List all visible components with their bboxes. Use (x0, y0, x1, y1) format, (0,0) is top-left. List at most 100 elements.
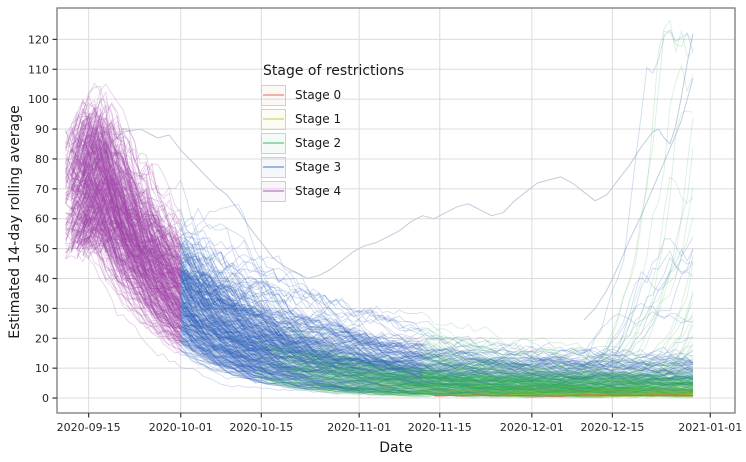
trajectory-segment (324, 290, 694, 395)
y-tick-label: 20 (35, 332, 49, 345)
trajectory-segment (261, 365, 694, 384)
trajectory-segment (180, 327, 435, 385)
trajectory-segment (307, 361, 694, 388)
trajectory-segment (180, 258, 337, 363)
trajectory-segment (180, 334, 481, 397)
trajectory-segment (180, 271, 694, 363)
trajectory-segment (266, 354, 406, 387)
trajectory-segment (433, 19, 694, 386)
stage0-key-line (263, 93, 284, 96)
trajectory-segment (399, 374, 694, 395)
trajectory-segment (284, 368, 521, 395)
trajectory-segment (180, 259, 423, 369)
trajectory-segment (255, 342, 694, 382)
trajectory-segment (376, 390, 694, 398)
trajectory-segment (422, 374, 693, 388)
trajectory-segment (65, 220, 182, 327)
trajectory-segment (376, 370, 694, 387)
trajectory-segment (180, 349, 314, 391)
trajectory-segment (82, 199, 181, 280)
trajectory-segment (422, 383, 671, 395)
trajectory-segment (71, 235, 181, 350)
trajectory-segment (422, 371, 694, 386)
trajectory-segment (82, 211, 181, 272)
trajectory-segment (289, 355, 694, 396)
trajectory-segment (180, 244, 694, 374)
legend-title: Stage of restrictions (263, 63, 405, 79)
trajectory-segment (180, 285, 694, 372)
trajectory-segment (255, 375, 694, 395)
trajectory-segment (180, 326, 463, 381)
trajectory-segment (180, 320, 291, 370)
trajectory-segment (422, 342, 694, 382)
trajectory-segment (76, 196, 181, 287)
trajectory-segment (180, 305, 342, 388)
trajectory-segment (76, 200, 181, 297)
trajectory-segment (82, 143, 181, 239)
trajectory-segment (180, 310, 256, 345)
trajectory-segment (71, 166, 182, 304)
trajectory-segment (180, 314, 452, 390)
trajectory-segment (65, 179, 181, 328)
trajectory-segment (76, 190, 181, 248)
trajectory-segment (180, 367, 429, 398)
trajectory-segment (76, 143, 182, 339)
trajectory-segment (180, 312, 366, 385)
trajectory-segment (284, 355, 694, 392)
trajectory-segment (347, 385, 504, 396)
trajectory-segment (76, 192, 181, 333)
trajectory-segment (82, 197, 181, 294)
trajectory-segment (180, 281, 268, 348)
trajectory-segment (284, 341, 694, 393)
trajectory-segment (180, 276, 331, 364)
trajectory-segment (295, 357, 371, 376)
trajectory-segment (180, 293, 694, 369)
trajectory-segment (82, 219, 182, 278)
trajectory-segment (76, 182, 181, 278)
trajectory-segment (70, 202, 181, 284)
stage2-key-line (263, 141, 284, 144)
trajectory-segment (180, 253, 331, 355)
trajectory-segment (71, 109, 182, 248)
trajectory-segment (312, 370, 694, 392)
trajectory-segment (422, 392, 694, 398)
trajectory-segment (284, 350, 694, 387)
trajectory-segment (76, 215, 182, 271)
trajectory-segment (422, 369, 694, 394)
trajectory-segment (583, 387, 694, 392)
trajectory-segment (71, 122, 181, 274)
trajectory-segment (70, 191, 182, 280)
trajectory-segment (180, 283, 337, 364)
trajectory-segment (71, 149, 181, 318)
trajectory-segment (180, 316, 694, 393)
trajectory-segment (71, 105, 182, 273)
trajectory-segment (284, 372, 693, 391)
trajectory-segment (65, 172, 181, 326)
trajectory-segment (82, 142, 182, 260)
trajectory-segment (180, 289, 354, 376)
trajectory-segment (65, 176, 182, 330)
trajectory-segment (180, 274, 308, 355)
y-tick-label: 80 (35, 153, 49, 166)
trajectory-segment (180, 326, 256, 372)
trajectory-segment (468, 384, 693, 394)
trajectory-segment (422, 341, 694, 375)
trajectory-segment (180, 260, 694, 370)
trajectory-segment (180, 324, 694, 386)
trajectory-segment (180, 321, 268, 373)
trajectory-segment (180, 280, 291, 341)
trajectory-segment (266, 346, 693, 379)
trajectory-segment (180, 286, 694, 382)
trajectory-segment (70, 188, 181, 305)
trajectory-segment (65, 192, 182, 311)
trajectory-segment (180, 326, 273, 379)
trajectory-segment (180, 313, 279, 364)
trajectory-segment (180, 307, 429, 376)
trajectory-segment (180, 325, 291, 374)
trajectory-segment (180, 255, 366, 364)
trajectory-segment (82, 157, 182, 291)
trajectory-segment (180, 326, 302, 388)
trajectory-segment (422, 110, 694, 393)
trajectory-segment (65, 138, 182, 337)
trajectory-segment (65, 161, 181, 323)
